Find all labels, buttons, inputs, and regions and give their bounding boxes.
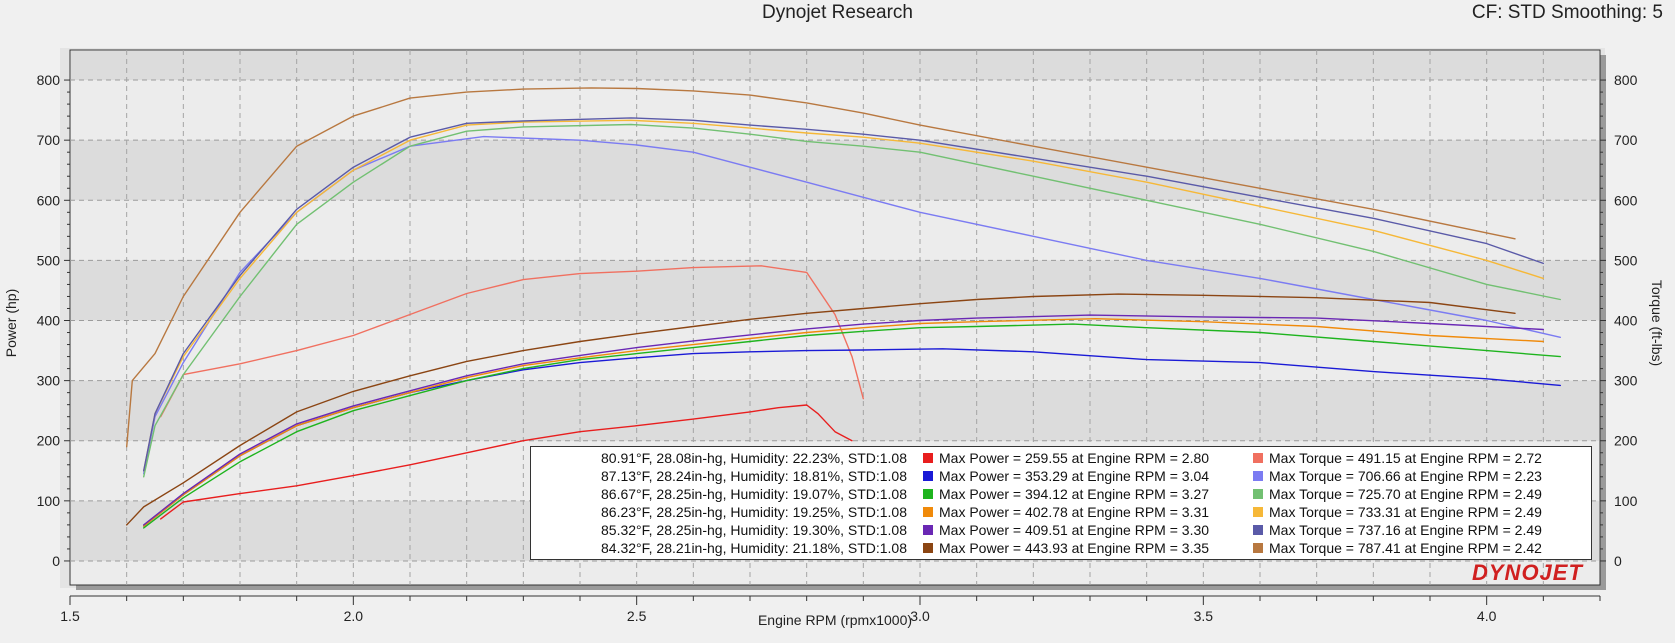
y-tick-label-right: 200 <box>1614 433 1638 449</box>
legend-conditions: 87.13°F, 28.24in-hg, Humidity: 18.81%, S… <box>601 468 907 484</box>
legend-power-swatch <box>923 489 933 499</box>
dynojet-logo: DYNOJET <box>1472 560 1583 585</box>
y-axis-label-left: Power (hp) <box>3 289 19 357</box>
legend-power-swatch <box>923 471 933 481</box>
y-tick-label-right: 0 <box>1614 553 1622 569</box>
series-power-run-5 <box>143 314 1544 526</box>
series-power-run-3 <box>143 323 1561 529</box>
y-tick-label-right: 400 <box>1614 313 1638 329</box>
y-tick-label-right: 300 <box>1614 373 1638 389</box>
correction-factor-label: CF: STD Smoothing: 5 <box>1471 2 1663 23</box>
grid-band <box>71 51 1599 81</box>
legend-max-power: Max Power = 394.12 at Engine RPM = 3.27 <box>939 486 1210 502</box>
series-power-run-4 <box>143 318 1544 527</box>
legend-torque-swatch <box>1253 471 1263 481</box>
legend-power-swatch <box>923 525 933 535</box>
y-tick-label: 500 <box>37 252 61 268</box>
legend-conditions: 86.23°F, 28.25in-hg, Humidity: 19.25%, S… <box>601 504 907 520</box>
legend-torque-swatch <box>1253 489 1263 499</box>
legend-power-swatch <box>923 453 933 463</box>
series-torque-run-4 <box>143 119 1544 472</box>
legend-power-swatch <box>923 507 933 517</box>
legend-row: 80.91°F, 28.08in-hg, Humidity: 22.23%, S… <box>531 449 1591 467</box>
y-tick-label: 300 <box>37 373 61 389</box>
legend-conditions: 85.32°F, 28.25in-hg, Humidity: 19.30%, S… <box>601 522 907 538</box>
y-tick-label: 0 <box>52 553 60 569</box>
legend-torque-swatch <box>1253 507 1263 517</box>
legend-max-power: Max Power = 402.78 at Engine RPM = 3.31 <box>939 504 1210 520</box>
legend-max-torque: Max Torque = 733.31 at Engine RPM = 2.49 <box>1269 504 1542 520</box>
legend-max-power: Max Power = 259.55 at Engine RPM = 2.80 <box>939 450 1210 466</box>
y-tick-label-right: 700 <box>1614 132 1638 148</box>
series-torque-run-5 <box>143 117 1544 472</box>
legend-max-power: Max Power = 353.29 at Engine RPM = 3.04 <box>939 468 1210 484</box>
y-tick-label-right: 500 <box>1614 252 1638 268</box>
legend-max-power: Max Power = 443.93 at Engine RPM = 3.35 <box>939 540 1210 556</box>
legend-row: 84.32°F, 28.21in-hg, Humidity: 21.18%, S… <box>531 539 1591 557</box>
legend-conditions: 86.67°F, 28.25in-hg, Humidity: 19.07%, S… <box>601 486 907 502</box>
legend-max-torque: Max Torque = 725.70 at Engine RPM = 2.49 <box>1269 486 1542 502</box>
legend-row: 87.13°F, 28.24in-hg, Humidity: 18.81%, S… <box>531 467 1591 485</box>
y-axis-label-right: Torque (ft-lbs) <box>1649 280 1665 366</box>
axis-ticks: 0 0 100 100 200 200 300 300 400 400 500 500 600 600 70… <box>37 72 1638 624</box>
series-torque-run-6 <box>126 87 1516 448</box>
legend-max-torque: Max Torque = 787.41 at Engine RPM = 2.42 <box>1269 540 1542 556</box>
legend-conditions: 84.32°F, 28.21in-hg, Humidity: 21.18%, S… <box>601 540 907 556</box>
chart-title: Dynojet Research <box>761 2 914 23</box>
y-tick-label: 600 <box>37 192 61 208</box>
y-tick-label: 700 <box>37 132 61 148</box>
grid-band <box>71 140 1599 201</box>
x-tick-label: 1.5 <box>60 608 80 624</box>
legend-torque-swatch <box>1253 453 1263 463</box>
series-lines <box>126 87 1561 529</box>
x-tick-label: 2.5 <box>627 608 647 624</box>
legend-max-torque: Max Torque = 706.66 at Engine RPM = 2.23 <box>1269 468 1542 484</box>
series-torque-run-3 <box>143 123 1561 478</box>
x-axis-label: Engine RPM (rpmx1000) <box>758 612 912 628</box>
legend-row: 86.67°F, 28.25in-hg, Humidity: 19.07%, S… <box>531 485 1591 503</box>
legend-max-torque: Max Torque = 737.16 at Engine RPM = 2.49 <box>1269 522 1542 538</box>
x-tick-label: 3.0 <box>910 608 930 624</box>
series-torque-run-1 <box>160 265 864 418</box>
y-tick-label: 800 <box>37 72 61 88</box>
legend-row: 86.23°F, 28.25in-hg, Humidity: 19.25%, S… <box>531 503 1591 521</box>
y-tick-label: 400 <box>37 313 61 329</box>
x-tick-label: 2.0 <box>344 608 364 624</box>
y-tick-label-right: 600 <box>1614 192 1638 208</box>
series-power-run-6 <box>126 293 1516 526</box>
x-tick-label: 4.0 <box>1477 608 1497 624</box>
series-power-run-1 <box>160 404 853 520</box>
legend-max-power: Max Power = 409.51 at Engine RPM = 3.30 <box>939 522 1210 538</box>
y-tick-label-right: 100 <box>1614 493 1638 509</box>
y-tick-label-right: 800 <box>1614 72 1638 88</box>
legend-torque-swatch <box>1253 543 1263 553</box>
legend-row: 85.32°F, 28.25in-hg, Humidity: 19.30%, S… <box>531 521 1591 539</box>
legend-power-swatch <box>923 543 933 553</box>
legend-conditions: 80.91°F, 28.08in-hg, Humidity: 22.23%, S… <box>601 450 907 466</box>
y-tick-label: 100 <box>37 493 61 509</box>
legend: 80.91°F, 28.08in-hg, Humidity: 22.23%, S… <box>530 446 1592 560</box>
y-tick-label: 200 <box>37 433 61 449</box>
x-tick-label: 3.5 <box>1194 608 1214 624</box>
legend-torque-swatch <box>1253 525 1263 535</box>
legend-max-torque: Max Torque = 491.15 at Engine RPM = 2.72 <box>1269 450 1542 466</box>
